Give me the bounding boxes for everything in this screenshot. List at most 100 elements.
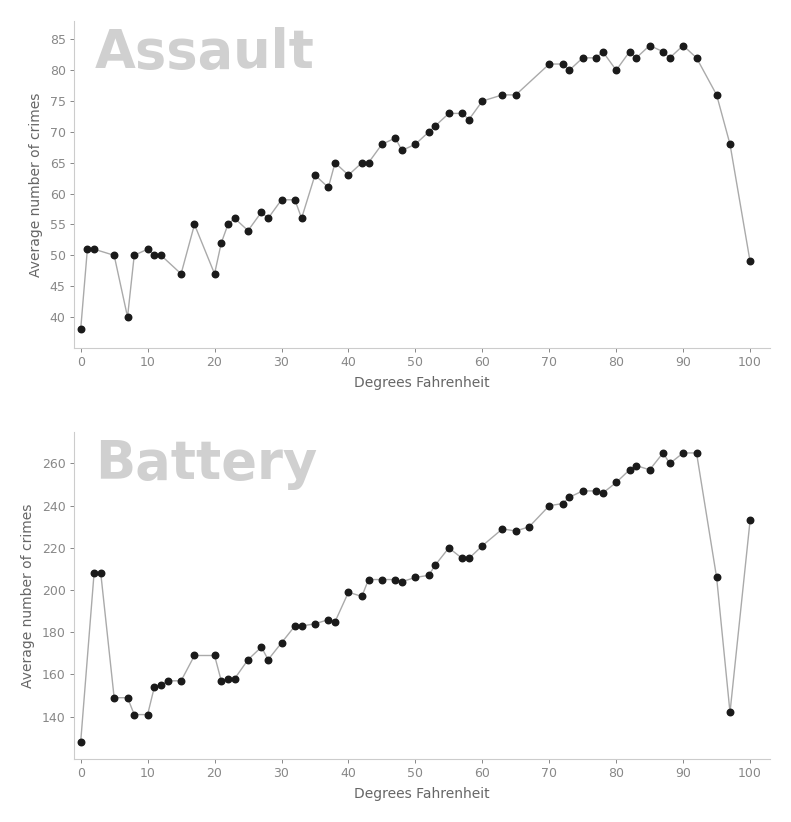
Point — [543, 58, 555, 71]
Point — [643, 464, 656, 477]
Point — [623, 45, 636, 58]
Point — [108, 691, 120, 704]
Point — [188, 218, 201, 231]
Point — [643, 39, 656, 52]
Point — [255, 640, 267, 653]
Point — [664, 51, 676, 64]
Point — [422, 569, 435, 582]
Point — [630, 459, 642, 472]
Point — [523, 520, 536, 533]
Text: Assault: Assault — [95, 27, 315, 80]
Point — [148, 681, 161, 694]
Point — [630, 51, 642, 64]
Point — [108, 249, 120, 262]
Point — [94, 566, 107, 580]
Point — [229, 672, 241, 686]
Point — [255, 206, 267, 219]
Point — [121, 691, 134, 704]
Point — [81, 242, 93, 256]
Point — [88, 566, 100, 580]
Point — [577, 51, 589, 64]
Point — [463, 113, 475, 126]
Point — [590, 51, 603, 64]
Point — [155, 678, 168, 691]
Point — [308, 617, 321, 630]
Point — [657, 446, 669, 459]
Point — [329, 156, 342, 169]
Point — [242, 224, 255, 238]
Point — [677, 39, 690, 52]
Point — [74, 323, 87, 336]
Y-axis label: Average number of crimes: Average number of crimes — [28, 92, 43, 276]
Point — [322, 613, 335, 626]
Point — [496, 522, 509, 535]
Point — [430, 558, 442, 571]
Point — [396, 575, 408, 589]
Point — [221, 672, 234, 686]
Point — [74, 736, 87, 749]
Point — [343, 169, 355, 182]
Point — [128, 708, 141, 721]
Text: Battery: Battery — [95, 438, 317, 491]
Point — [389, 132, 402, 145]
Point — [563, 63, 576, 76]
Point — [142, 708, 154, 721]
Point — [329, 615, 342, 628]
Point — [275, 193, 288, 206]
Point — [657, 45, 669, 58]
Point — [556, 58, 569, 71]
Point — [221, 218, 234, 231]
Point — [208, 649, 221, 662]
Point — [664, 457, 676, 470]
Point — [610, 476, 623, 489]
Point — [155, 249, 168, 262]
Point — [376, 137, 388, 150]
Point — [710, 570, 723, 584]
Point — [430, 119, 442, 132]
Point — [442, 107, 455, 120]
Point — [744, 255, 756, 268]
X-axis label: Degrees Fahrenheit: Degrees Fahrenheit — [354, 376, 490, 390]
Point — [724, 137, 736, 150]
Point — [295, 212, 308, 225]
Point — [289, 620, 301, 633]
X-axis label: Degrees Fahrenheit: Degrees Fahrenheit — [354, 787, 490, 801]
Point — [148, 249, 161, 262]
Point — [724, 706, 736, 719]
Point — [744, 514, 756, 527]
Point — [456, 107, 468, 120]
Point — [556, 497, 569, 510]
Point — [188, 649, 201, 662]
Point — [389, 573, 402, 586]
Point — [563, 491, 576, 504]
Point — [463, 552, 475, 565]
Point — [355, 590, 368, 603]
Point — [610, 63, 623, 76]
Point — [175, 267, 187, 280]
Point — [121, 311, 134, 324]
Point — [262, 212, 274, 225]
Point — [343, 585, 355, 598]
Point — [409, 137, 422, 150]
Point — [355, 156, 368, 169]
Point — [275, 636, 288, 649]
Point — [577, 484, 589, 497]
Point — [289, 193, 301, 206]
Point — [229, 212, 241, 225]
Point — [691, 51, 703, 64]
Point — [509, 88, 522, 101]
Point — [623, 464, 636, 477]
Point — [262, 653, 274, 667]
Point — [710, 88, 723, 101]
Point — [308, 169, 321, 182]
Point — [456, 552, 468, 565]
Point — [476, 95, 489, 108]
Point — [596, 487, 609, 500]
Point — [142, 242, 154, 256]
Point — [409, 570, 422, 584]
Point — [161, 674, 174, 687]
Point — [677, 446, 690, 459]
Point — [496, 88, 509, 101]
Point — [422, 125, 435, 138]
Point — [691, 446, 703, 459]
